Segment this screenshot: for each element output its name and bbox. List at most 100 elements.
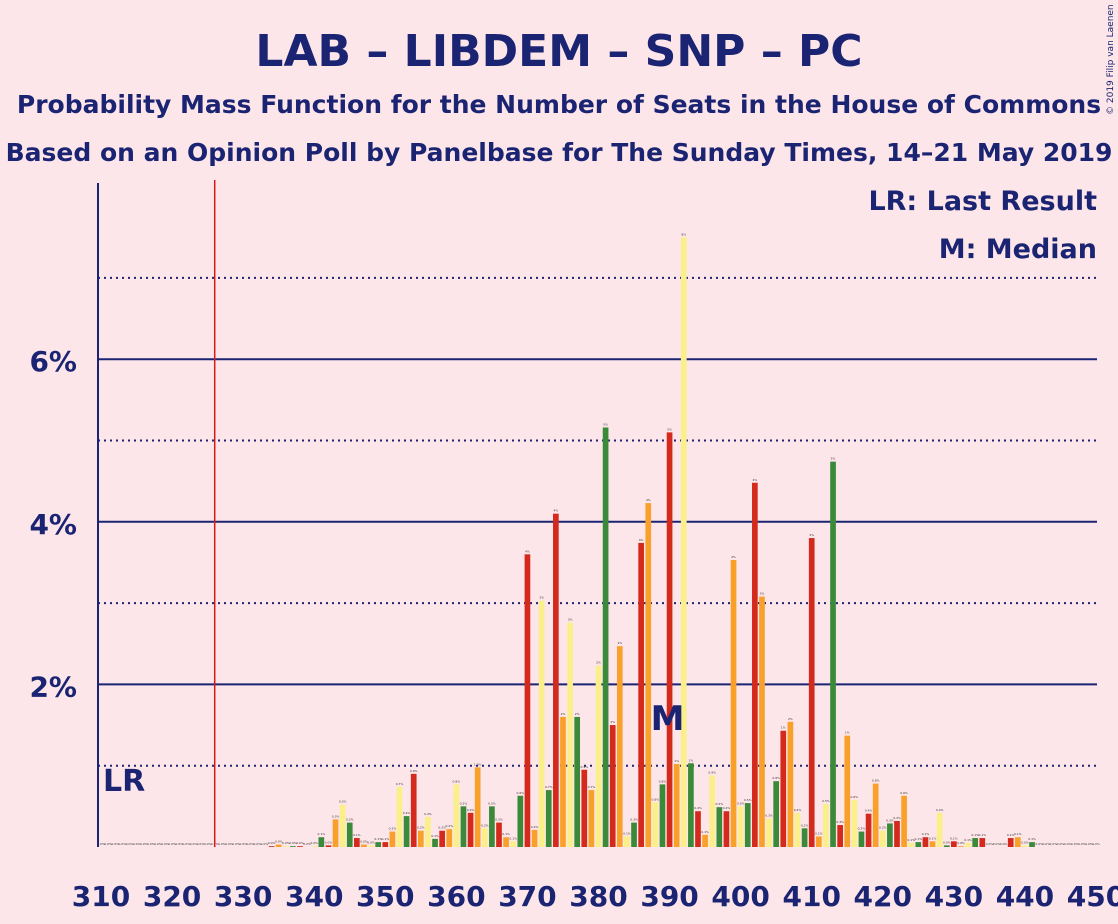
bar: [297, 846, 303, 847]
bar: [958, 846, 964, 847]
bar-value-label: 4%: [809, 533, 814, 537]
bar-value-label: 0.5%: [716, 802, 724, 806]
x-tick-label: 340: [285, 880, 343, 913]
bar-value-label: 0.0%: [303, 842, 311, 846]
bar-value-label: 2%: [617, 641, 622, 645]
bar-value-label: 0.0%: [282, 841, 290, 845]
bar: [346, 822, 353, 847]
bar-value-label: 2%: [596, 661, 601, 665]
bar: [339, 804, 346, 847]
bar: [474, 767, 481, 847]
bar: [815, 836, 822, 847]
bar-value-label: 0.1%: [1007, 833, 1015, 837]
bar: [915, 842, 922, 847]
bar: [290, 846, 296, 847]
bar-value-label: 1%: [845, 731, 850, 735]
bar-value-label: 0.1%: [971, 833, 979, 837]
bar: [638, 542, 644, 847]
bar-value-label: 0.1%: [915, 837, 923, 841]
copyright-text: © 2019 Filip van Laenen: [1106, 4, 1116, 115]
x-tick-label: 380: [569, 880, 627, 913]
bar-value-label: 0.0%: [1000, 842, 1008, 846]
x-tick-label: 440: [996, 880, 1054, 913]
bar: [951, 841, 957, 847]
bar-value-label: 0.6%: [517, 791, 525, 795]
x-tick-label: 320: [143, 880, 201, 913]
bar: [823, 803, 829, 847]
bar: [425, 816, 431, 847]
bar-value-label: 0.0%: [111, 842, 119, 846]
bar-value-label: 5%: [831, 457, 836, 461]
bar-value-label: 0.0%: [268, 841, 276, 845]
bar-value-label: 0.0%: [204, 842, 212, 846]
bar-value-label: 0.7%: [545, 785, 553, 789]
bar-value-label: 4%: [525, 549, 530, 553]
bar-value-label: 2%: [575, 712, 580, 716]
legend-median: M: Median: [939, 234, 1097, 265]
legend-last-result: LR: Last Result: [868, 186, 1097, 217]
bar-value-label: 0.0%: [182, 842, 190, 846]
bar: [588, 790, 595, 847]
bar-value-label: 0.0%: [325, 840, 333, 844]
bar-value-label: 0.0%: [119, 842, 127, 846]
bar: [282, 846, 289, 847]
bar: [979, 838, 986, 847]
bar-value-labels: 0.0% 0.0% 0.0% 0.0% 0.0% 0.0% 0.0% 0.0% 0.0% 0.0%…: [97, 232, 1100, 846]
bar: [496, 822, 502, 847]
bar: [268, 846, 275, 847]
bar: [901, 795, 907, 847]
x-tick-label: 360: [427, 880, 485, 913]
bar-value-label: 0.0%: [1050, 842, 1058, 846]
bar-value-label: 0.4%: [694, 806, 702, 810]
bar-value-label: 0.7%: [396, 782, 404, 786]
bar-value-label: 0.7%: [588, 785, 596, 789]
bar: [652, 802, 659, 847]
bar-value-label: 0.0%: [289, 841, 297, 845]
bar: [616, 646, 623, 847]
bar-value-label: 0.3%: [893, 816, 901, 820]
bar: [752, 482, 758, 847]
bar: [517, 795, 524, 847]
bar-value-label: 1.0%: [474, 762, 482, 766]
bar: [503, 837, 509, 847]
bar-value-label: 0.0%: [147, 842, 155, 846]
bar-value-label: 0.3%: [346, 818, 354, 822]
bar-value-label: 0.4%: [865, 809, 873, 813]
bar: [887, 823, 893, 847]
bar: [1007, 838, 1014, 847]
bar-value-label: 0.2%: [417, 826, 425, 830]
bar: [702, 834, 708, 847]
bar: [467, 812, 474, 847]
bar-value-label: 0.1%: [907, 838, 915, 842]
bar-value-label: 0.6%: [652, 797, 660, 801]
bar: [943, 845, 950, 847]
bar: [716, 807, 723, 847]
bar: [602, 427, 609, 847]
bar-value-label: 0.1%: [1014, 832, 1022, 836]
bar-value-label: 0.4%: [424, 812, 432, 816]
bar-value-label: 0.0%: [218, 842, 226, 846]
bar: [318, 837, 325, 847]
bar: [922, 837, 929, 847]
bar-value-label: 0.0%: [943, 840, 951, 844]
bar-value-label: 0.3%: [630, 818, 638, 822]
y-tick-label: 2%: [29, 670, 77, 703]
bar-value-label: 0.2%: [481, 823, 489, 827]
bar: [936, 812, 943, 847]
bar: [659, 784, 666, 847]
bar-value-label: 0.8%: [659, 779, 667, 783]
bar: [858, 831, 865, 847]
bar-value-label: 0.8%: [872, 779, 880, 783]
bar-value-label: 0.0%: [225, 842, 233, 846]
bar-value-label: 0.1%: [509, 836, 517, 840]
bar: [624, 836, 630, 847]
bar: [354, 838, 360, 847]
bar: [673, 764, 680, 847]
bar-value-label: 5%: [603, 422, 608, 426]
bar: [1029, 842, 1035, 847]
bar-value-label: 0.0%: [232, 842, 240, 846]
bar-value-label: 0.0%: [261, 842, 269, 846]
bar: [666, 432, 673, 847]
bar-value-label: 1%: [689, 758, 694, 762]
